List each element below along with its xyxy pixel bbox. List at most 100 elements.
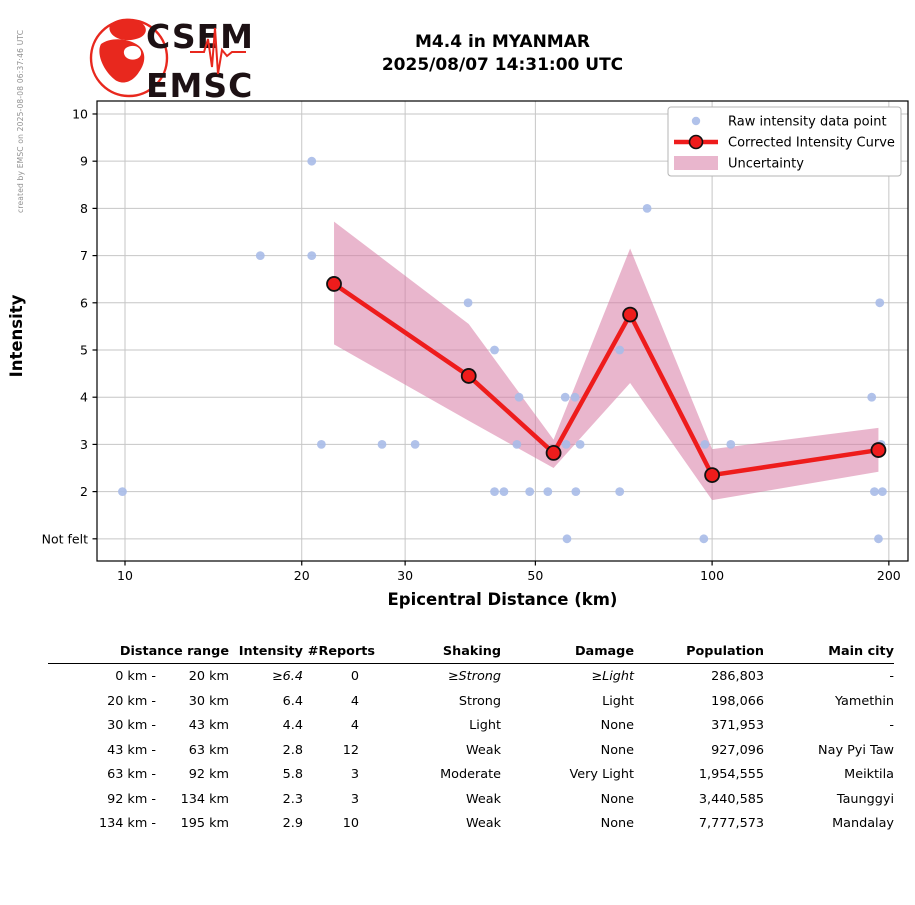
corrected-curve-marker: [704, 467, 721, 483]
legend-box: [667, 106, 902, 177]
chart-title-line2: 2025/08/07 14:31:00 UTC: [381, 54, 624, 75]
reports-cell: 10: [342, 816, 360, 831]
main-city-cell: Meiktila: [844, 767, 895, 782]
distance-to-cell: 43 km: [188, 718, 230, 733]
distance-to-cell: 20 km: [188, 669, 230, 684]
distance-to-cell: 63 km: [188, 742, 230, 758]
main-city-cell: Taunggyi: [836, 791, 895, 807]
raw-data-point: [700, 440, 710, 449]
intensity-cell: 2.3: [282, 791, 304, 807]
col-header-population: Population: [634, 639, 765, 664]
intensity-cell: 2.9: [282, 816, 304, 831]
raw-data-point: [699, 534, 709, 544]
raw-data-point: [410, 440, 420, 449]
plot-frame: [96, 100, 909, 562]
chart-title: M4.4 in MYANMAR 2025/08/07 14:31:00 UTC: [97, 31, 908, 77]
logo-seismogram-trace: [190, 27, 246, 75]
population-cell: 7,777,573: [698, 816, 765, 831]
raw-data-point: [642, 203, 652, 213]
table-row: 134 km - 195 km 2.9 10 Weak None 7,777,573 Mand…: [48, 811, 894, 836]
y-axis-label: Intensity: [7, 294, 26, 377]
intensity-cell: 6.4: [282, 693, 304, 709]
corrected-curve-marker: [622, 306, 639, 323]
distance-from-cell: 134 km -: [98, 816, 156, 831]
x-tick-label: 30: [397, 568, 413, 583]
y-tick-label: 7: [80, 248, 88, 263]
distance-to-cell: 195 km: [180, 816, 230, 831]
corrected-curve-marker: [870, 442, 887, 458]
distance-from-cell: 43 km -: [107, 742, 156, 758]
col-header-intensity: Intensity: [229, 639, 304, 664]
legend-item-label: Raw intensity data point: [728, 115, 887, 130]
corrected-curve-marker: [545, 445, 562, 461]
population-cell: 371,953: [711, 718, 765, 733]
distance-from-cell: 92 km -: [107, 791, 156, 807]
raw-data-point: [875, 298, 885, 308]
raw-data-point: [867, 392, 877, 402]
damage-cell: None: [600, 742, 635, 758]
raw-data-point: [570, 392, 580, 402]
distance-to-cell: 134 km: [180, 791, 230, 807]
col-header-distance-range: Distance range: [48, 639, 230, 664]
raw-data-point: [726, 440, 736, 449]
table-row: 0 km - 20 km ≥6.4 0 ≥Strong ≥Light 286,803 -: [48, 664, 894, 689]
distance-from-cell: 63 km -: [107, 767, 156, 782]
damage-cell: None: [600, 816, 635, 831]
corrected-curve-marker: [460, 368, 477, 384]
population-cell: 198,066: [711, 693, 765, 709]
raw-data-point: [561, 440, 571, 449]
main-city-cell: Nay Pyi Taw: [818, 742, 895, 758]
col-header-damage: Damage: [501, 639, 635, 664]
table-row: 92 km - 134 km 2.3 3 Weak None 3,440,585 Taungg…: [48, 787, 894, 812]
raw-data-point: [874, 534, 883, 544]
raw-data-point: [575, 440, 585, 449]
shaking-cell: Weak: [465, 742, 502, 758]
main-city-cell: Yamethin: [834, 693, 895, 709]
population-cell: 1,954,555: [698, 767, 765, 782]
distance-to-cell: 92 km: [188, 767, 230, 782]
damage-cell: ≥Light: [591, 669, 635, 684]
raw-data-point: [490, 345, 499, 355]
reports-cell: 4: [350, 718, 360, 733]
reports-cell: 4: [350, 693, 360, 709]
raw-data-point: [499, 487, 509, 497]
legend: Raw intensity data point Corrected Intens…: [667, 106, 902, 177]
legend-curve-marker-icon: [688, 134, 704, 150]
raw-data-point: [490, 487, 499, 497]
damage-cell: Light: [602, 693, 635, 709]
raw-data-point: [255, 251, 265, 260]
col-header-main-city: Main city: [764, 639, 895, 664]
x-tick-label: 200: [877, 568, 901, 583]
raw-data-point: [118, 487, 127, 497]
main-city-cell: -: [889, 669, 895, 684]
corrected-curve-marker: [326, 276, 342, 292]
table-body: 0 km - 20 km ≥6.4 0 ≥Strong ≥Light 286,803 - 20 …: [48, 664, 894, 836]
intensity-cell: 4.4: [282, 718, 304, 733]
raw-data-point: [512, 440, 522, 449]
population-cell: 286,803: [711, 669, 765, 684]
reports-cell: 3: [350, 767, 360, 782]
logo-continent-europe: [109, 18, 146, 41]
table-row: 20 km - 30 km 6.4 4 Strong Light 198,066 Yameth…: [48, 689, 894, 714]
shaking-cell: Strong: [458, 693, 502, 709]
distance-to-cell: 30 km: [188, 693, 230, 709]
raw-data-point: [307, 156, 317, 166]
raw-data-point: [877, 487, 887, 497]
y-tick-label: 4: [80, 390, 88, 405]
raw-data-point: [562, 534, 572, 544]
reports-cell: 3: [350, 791, 360, 807]
legend-item-label: Uncertainty: [728, 157, 804, 172]
y-tick-label: 2: [80, 484, 88, 499]
shaking-cell: ≥Strong: [447, 669, 502, 684]
reports-cell: 12: [342, 742, 360, 758]
logo-globe-sea: [123, 45, 142, 60]
distance-from-cell: 20 km -: [107, 693, 156, 709]
population-cell: 927,096: [711, 742, 765, 758]
main-city-cell: -: [889, 718, 895, 733]
intensity-report-table: Distance range Intensity #Reports Shakin…: [48, 639, 895, 836]
shaking-cell: Moderate: [440, 767, 502, 782]
shaking-cell: Weak: [465, 791, 502, 807]
table-row: 43 km - 63 km 2.8 12 Weak None 927,096 Nay Pyi …: [48, 738, 894, 763]
damage-cell: None: [600, 718, 635, 733]
y-tick-label: 9: [80, 154, 88, 169]
